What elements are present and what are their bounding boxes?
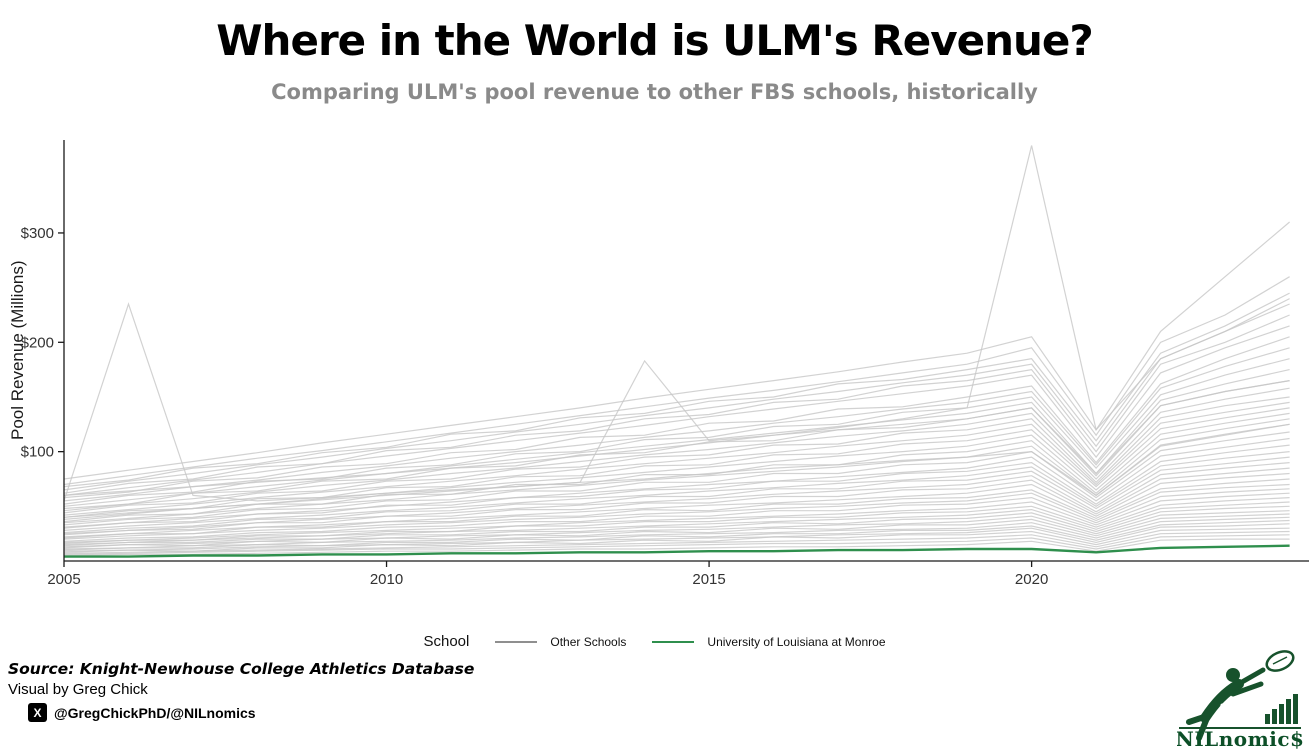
credit-text: Visual by Greg Chick: [8, 681, 148, 698]
logo-wordmark: NILnomic$: [1177, 727, 1303, 750]
svg-text:$200: $200: [21, 334, 54, 351]
other-schools-label: Other Schools: [550, 634, 627, 649]
page-title: Where in the World is ULM's Revenue?: [216, 16, 1094, 65]
nilnomics-logo: $ NILnomic$: [1177, 650, 1303, 750]
football-icon: [1265, 650, 1295, 672]
other-schools-line-sample: [495, 640, 538, 643]
svg-text:$100: $100: [21, 444, 54, 461]
bar-chart-icon: [1265, 694, 1298, 724]
svg-text:2020: 2020: [1015, 571, 1048, 588]
legend: School Other Schools University of Louis…: [0, 633, 1309, 650]
line-chart: 2005 2010 2015 2020 $100 $200 $300: [21, 140, 1309, 588]
svg-text:2015: 2015: [692, 571, 725, 588]
page-subtitle: Comparing ULM's pool revenue to other FB…: [271, 80, 1038, 104]
x-logo-icon: X: [28, 703, 47, 722]
source-text: Source: Knight-Newhouse College Athletic…: [8, 660, 475, 678]
ulm-label: University of Louisiana at Monroe: [707, 634, 886, 649]
footer: Source: Knight-Newhouse College Athletic…: [8, 660, 474, 722]
social-handles: @GregChickPhD/@NILnomics: [54, 704, 256, 721]
legend-item-other-schools: Other Schools: [495, 635, 626, 649]
dollar-on-player: $: [1220, 702, 1226, 714]
legend-title: School: [423, 633, 470, 650]
social-row: X @GregChickPhD/@NILnomics: [28, 703, 474, 722]
legend-item-ulm: University of Louisiana at Monroe: [652, 634, 886, 649]
svg-text:2005: 2005: [47, 571, 80, 588]
svg-text:$300: $300: [21, 225, 54, 242]
ulm-line-sample: [652, 640, 695, 643]
svg-text:2010: 2010: [370, 571, 403, 588]
